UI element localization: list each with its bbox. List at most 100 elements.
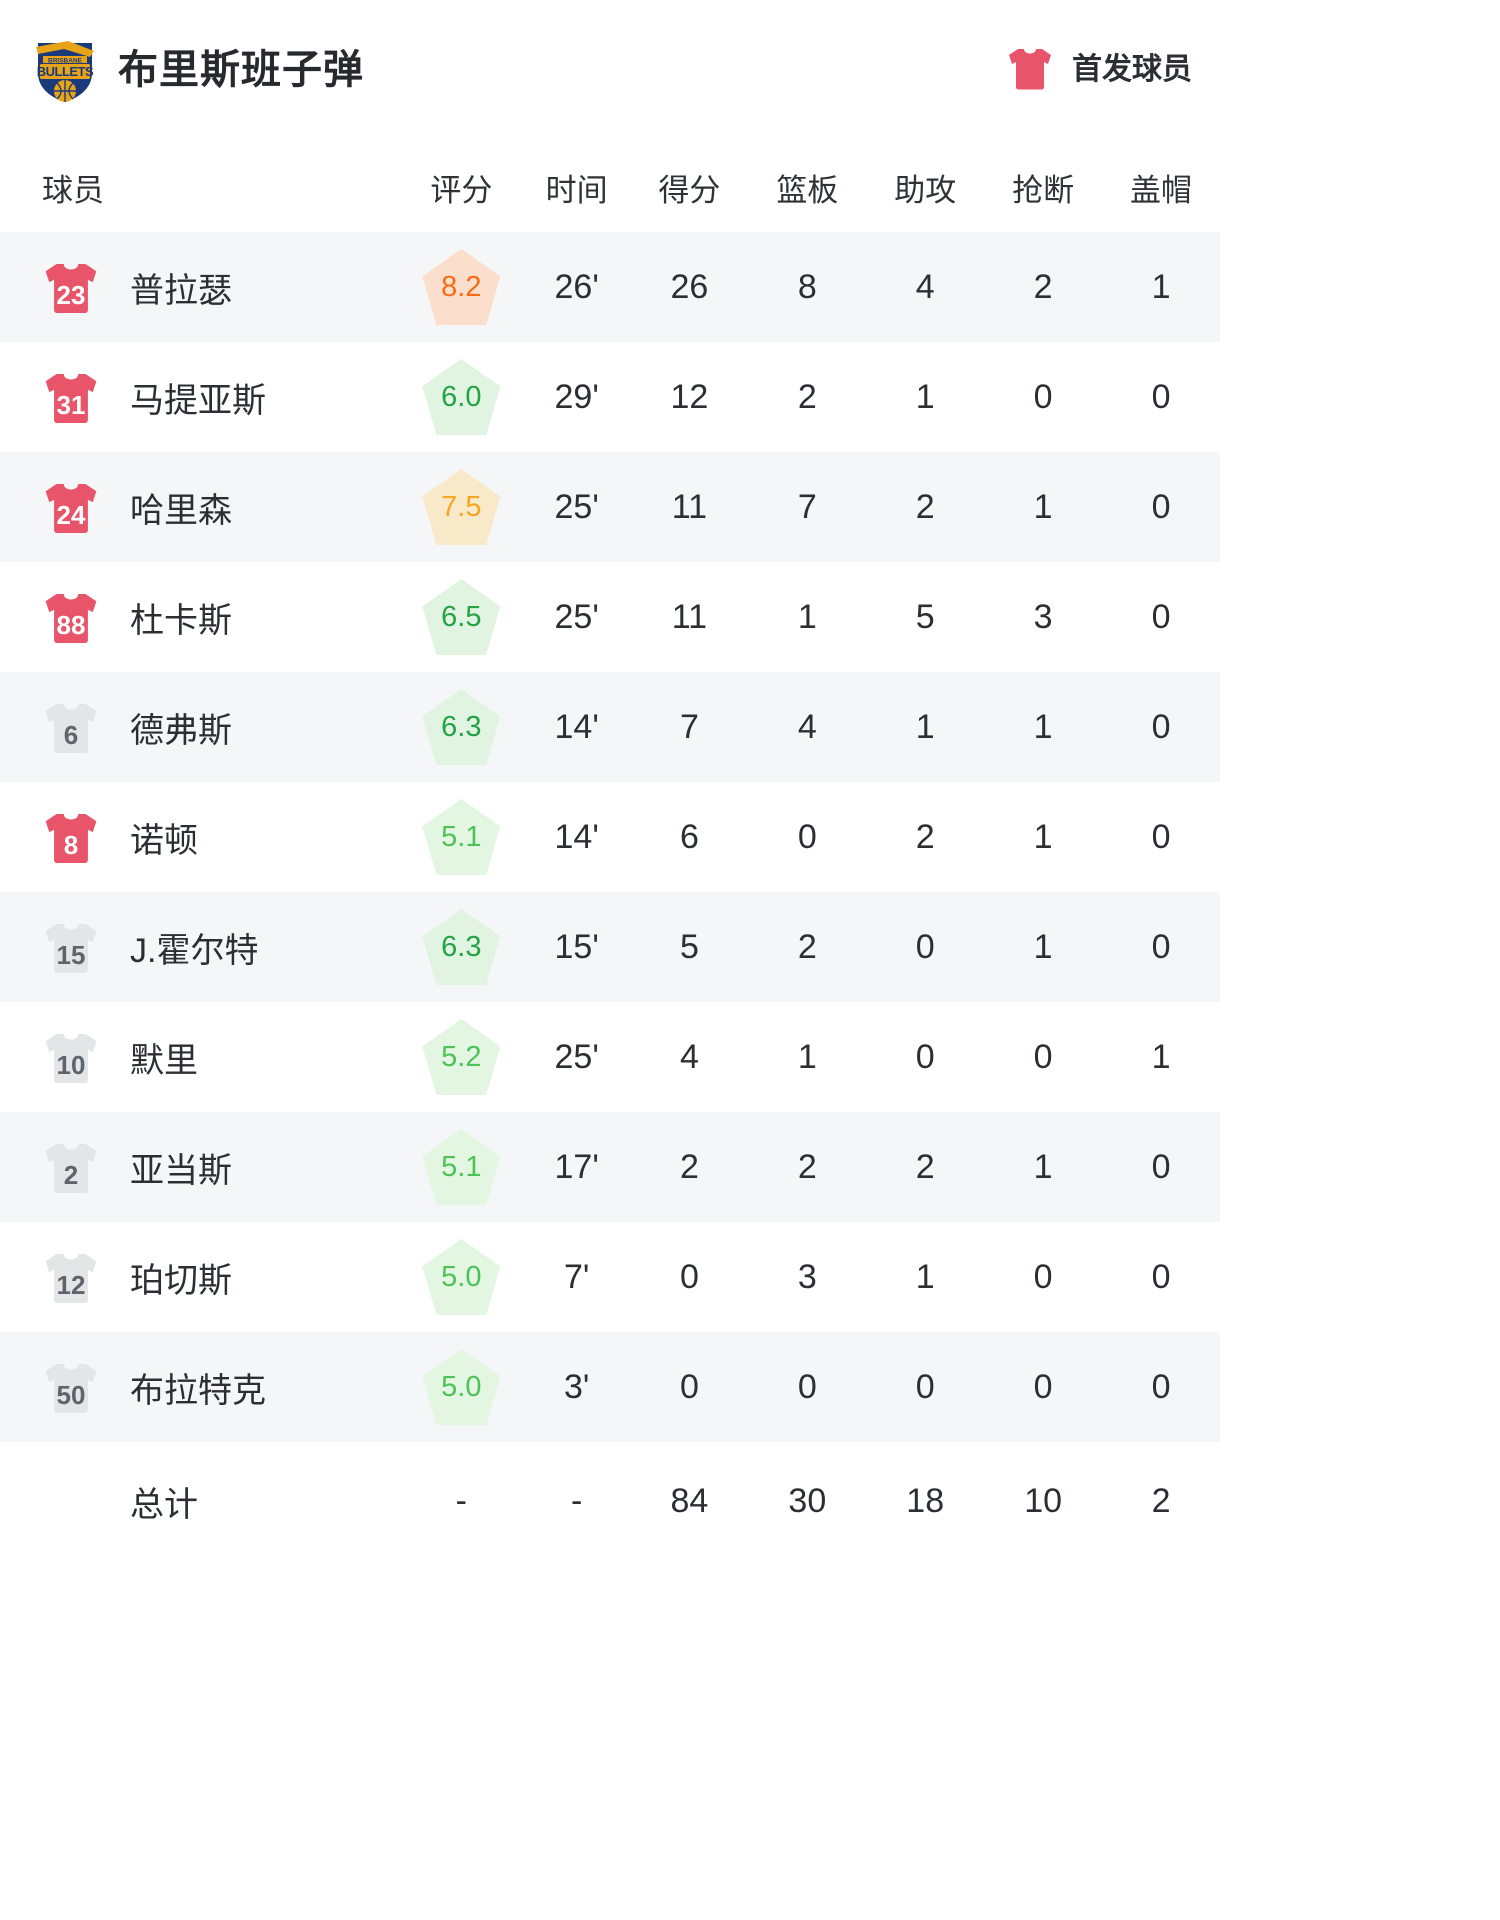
cell-assists: 0 (915, 927, 935, 966)
table-row[interactable]: 8 诺顿 5.1 14' 6 0 2 1 0 (0, 782, 1220, 892)
cell-player: 8 诺顿 (0, 782, 400, 892)
cell-player: 15 J.霍尔特 (0, 892, 400, 1002)
column-header-rebounds[interactable]: 篮板 (776, 173, 839, 208)
rating-badge: 5.1 (422, 1129, 501, 1205)
rating-badge: 6.3 (422, 689, 501, 765)
cell-minutes: 14' (554, 817, 599, 856)
column-header-rating[interactable]: 评分 (430, 173, 493, 208)
cell-points: 5 (679, 927, 699, 966)
cell-points: 2 (679, 1147, 699, 1186)
table-row[interactable]: 23 普拉瑟 8.2 26' 26 8 4 2 1 (0, 232, 1220, 342)
player-name: 布拉特克 (130, 1371, 266, 1410)
table-row[interactable]: 31 马提亚斯 6.0 29' 12 2 1 0 0 (0, 342, 1220, 452)
jersey-number: 15 (56, 940, 86, 970)
cell-blocks: 0 (1151, 817, 1171, 856)
cell-minutes: 17' (554, 1147, 599, 1186)
table-row[interactable]: 15 J.霍尔特 6.3 15' 5 2 0 1 0 (0, 892, 1220, 1002)
cell-player: 12 珀切斯 (0, 1222, 400, 1332)
cell-assists: 2 (915, 487, 935, 526)
cell-steals: 0 (1033, 1257, 1053, 1296)
cell-rebounds: 4 (797, 707, 817, 746)
column-header-player[interactable]: 球员 (42, 173, 104, 208)
cell-assists: 0 (915, 1367, 935, 1406)
player-name: 马提亚斯 (130, 381, 266, 420)
red-jersey-icon (1006, 46, 1054, 95)
cell-rating: 7.5 (400, 452, 523, 562)
cell-points: 11 (671, 487, 708, 526)
column-header-assists[interactable]: 助攻 (894, 173, 957, 208)
column-header-points[interactable]: 得分 (658, 173, 721, 208)
cell-assists: 0 (915, 1037, 935, 1076)
table-row[interactable]: 6 德弗斯 6.3 14' 7 4 1 1 0 (0, 672, 1220, 782)
table-row[interactable]: 88 杜卡斯 6.5 25' 11 1 5 3 0 (0, 562, 1220, 672)
rating-badge: 5.2 (422, 1019, 501, 1095)
jersey-icon: 10 (42, 1025, 100, 1089)
cell-points: 26 (670, 267, 709, 306)
cell-rating: 6.0 (400, 342, 523, 452)
cell-blocks: 0 (1151, 597, 1171, 636)
cell-rating: 5.1 (400, 782, 523, 892)
cell-player: 23 普拉瑟 (0, 232, 400, 342)
starters-legend: 首发球员 (1006, 46, 1192, 95)
table-header-row: 球员 评分 时间 得分 篮板 助攻 抢断 盖帽 (0, 140, 1220, 232)
column-header-minutes[interactable]: 时间 (545, 173, 608, 208)
jersey-icon: 88 (42, 585, 100, 649)
rating-badge: 8.2 (422, 249, 501, 325)
cell-rating: 8.2 (400, 232, 523, 342)
player-name: 诺顿 (130, 821, 198, 860)
cell-rating: 5.0 (400, 1222, 523, 1332)
totals-minutes: - (571, 1481, 583, 1520)
player-name: 普拉瑟 (130, 271, 232, 310)
cell-blocks: 1 (1151, 267, 1171, 306)
cell-minutes: 29' (554, 377, 599, 416)
svg-text:BRISBANE: BRISBANE (48, 58, 83, 65)
jersey-icon: 6 (42, 695, 100, 759)
jersey-number: 88 (56, 610, 86, 640)
cell-blocks: 0 (1151, 1147, 1171, 1186)
player-name: 德弗斯 (130, 711, 232, 750)
cell-player: 6 德弗斯 (0, 672, 400, 782)
cell-player: 31 马提亚斯 (0, 342, 400, 452)
cell-player: 10 默里 (0, 1002, 400, 1112)
cell-rebounds: 8 (797, 267, 817, 306)
cell-rebounds: 2 (797, 1147, 817, 1186)
cell-steals: 0 (1033, 1367, 1053, 1406)
jersey-number: 23 (56, 280, 86, 310)
cell-rebounds: 2 (797, 377, 817, 416)
cell-steals: 0 (1033, 377, 1053, 416)
column-header-blocks[interactable]: 盖帽 (1130, 173, 1193, 208)
column-header-steals[interactable]: 抢断 (1012, 173, 1075, 208)
jersey-number: 8 (63, 830, 79, 860)
cell-rebounds: 1 (797, 597, 817, 636)
team-name: 布里斯班子弹 (118, 48, 364, 92)
table-row[interactable]: 2 亚当斯 5.1 17' 2 2 2 1 0 (0, 1112, 1220, 1222)
totals-label: 总计 (0, 1442, 400, 1560)
cell-rating: 6.3 (400, 892, 523, 1002)
table-row[interactable]: 24 哈里森 7.5 25' 11 7 2 1 0 (0, 452, 1220, 562)
player-name: J.霍尔特 (130, 931, 259, 970)
jersey-icon: 23 (42, 255, 100, 319)
cell-points: 4 (679, 1037, 699, 1076)
rating-badge: 5.1 (422, 799, 501, 875)
cell-rebounds: 7 (797, 487, 817, 526)
table-row[interactable]: 12 珀切斯 5.0 7' 0 3 1 0 0 (0, 1222, 1220, 1332)
cell-points: 0 (679, 1367, 699, 1406)
cell-minutes: 7' (563, 1257, 590, 1296)
cell-rating: 5.1 (400, 1112, 523, 1222)
cell-rebounds: 3 (797, 1257, 817, 1296)
cell-assists: 1 (915, 707, 935, 746)
table-row[interactable]: 10 默里 5.2 25' 4 1 0 0 1 (0, 1002, 1220, 1112)
jersey-number: 31 (56, 390, 86, 420)
jersey-number: 6 (63, 720, 79, 750)
jersey-number: 12 (56, 1270, 86, 1300)
jersey-number: 50 (56, 1380, 86, 1410)
totals-row: 总计 - - 84 30 18 10 2 (0, 1442, 1220, 1560)
cell-blocks: 0 (1151, 707, 1171, 746)
jersey-icon: 12 (42, 1245, 100, 1309)
player-name: 珀切斯 (130, 1261, 232, 1300)
table-row[interactable]: 50 布拉特克 5.0 3' 0 0 0 0 0 (0, 1332, 1220, 1442)
cell-minutes: 25' (554, 597, 599, 636)
svg-text:BULLETS: BULLETS (37, 64, 94, 79)
team-identity[interactable]: BRISBANE BULLETS 布里斯班子弹 (34, 37, 364, 103)
cell-assists: 2 (915, 1147, 935, 1186)
